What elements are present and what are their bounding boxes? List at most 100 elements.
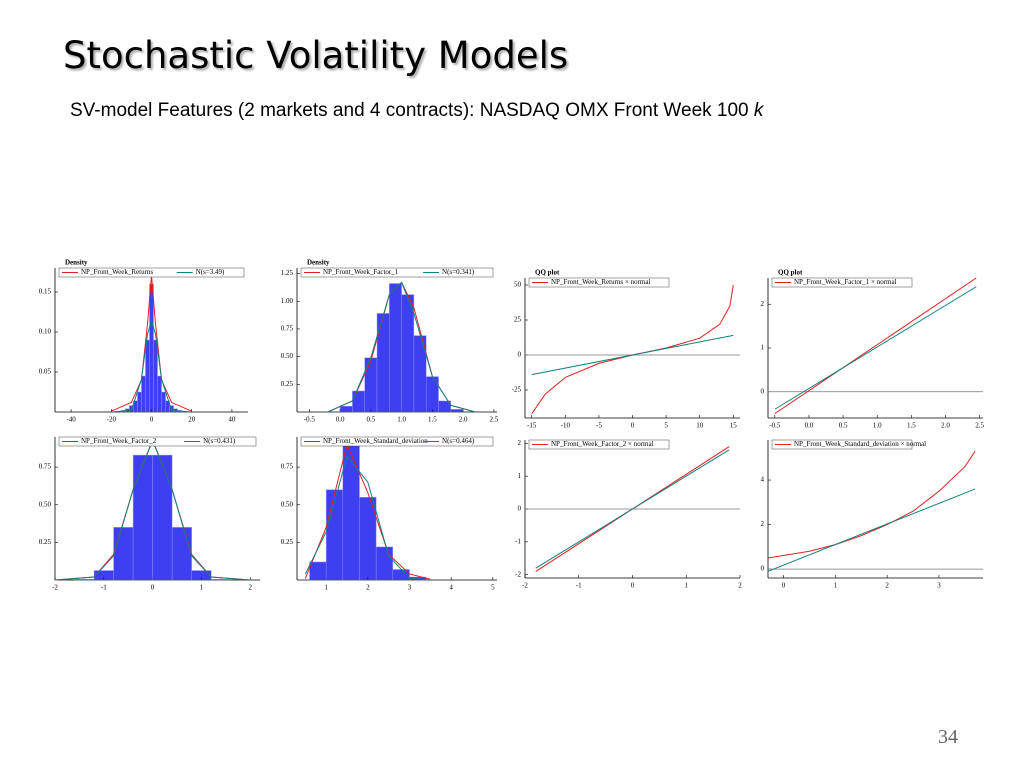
- histogram-bar: [191, 570, 212, 581]
- x-tick-label: 10: [696, 422, 704, 430]
- x-tick-label: 1.5: [428, 416, 437, 424]
- legend-label: NP_Front_Week_Standard_deviation × norma…: [794, 440, 926, 448]
- legend-box: [528, 439, 670, 450]
- histogram-bar: [93, 570, 114, 581]
- x-tick-label: 2.0: [459, 416, 468, 424]
- x-tick-label: -1: [576, 582, 582, 590]
- histogram-bar: [309, 561, 327, 581]
- y-tick-label: 2: [761, 300, 765, 308]
- y-tick-label: 0.05: [39, 368, 52, 376]
- x-tick-label: 2: [366, 584, 370, 592]
- series-line: [767, 488, 976, 572]
- legend-label: N(s=0.431): [203, 437, 236, 445]
- legend-box: [771, 277, 913, 288]
- histogram-bar: [157, 375, 162, 413]
- chart-title: QQ plot: [535, 269, 560, 277]
- y-tick-label: -2: [515, 570, 521, 578]
- y-tick-label: 0.25: [281, 538, 294, 546]
- histogram-bar: [161, 391, 166, 413]
- x-tick-label: 5: [664, 422, 668, 430]
- y-tick-label: 0.75: [281, 325, 294, 333]
- histogram-bar: [152, 454, 173, 581]
- histogram-bar: [145, 339, 150, 413]
- x-tick-label: 3: [937, 582, 941, 590]
- histogram-bar: [210, 578, 231, 581]
- x-tick-label: 0: [631, 422, 635, 430]
- histogram-bar: [137, 391, 142, 413]
- y-tick-label: 0.25: [39, 538, 52, 546]
- y-tick-label: 0: [518, 351, 522, 359]
- x-tick-label: 2: [885, 582, 889, 590]
- series-line: [304, 442, 431, 580]
- histogram-bar: [450, 409, 464, 413]
- legend-box: [300, 436, 494, 447]
- legend-label: NP_Front_Week_Returns: [81, 268, 153, 276]
- y-tick-label: 0.75: [39, 463, 52, 471]
- y-tick-label: 0: [761, 387, 765, 395]
- y-tick-label: -25: [512, 386, 522, 394]
- series-line: [774, 277, 977, 415]
- legend-label: NP_Front_Week_Factor_1 × normal: [794, 278, 897, 286]
- histogram-bar: [376, 313, 390, 413]
- x-tick-label: 1: [685, 582, 689, 590]
- y-tick-label: 1.00: [281, 297, 294, 305]
- legend-label: NP_Front_Week_Returns × normal: [551, 278, 650, 286]
- histogram-bar: [113, 527, 134, 581]
- x-tick-label: 20: [188, 416, 196, 424]
- slide-subtitle: SV-model Features (2 markets and 4 contr…: [70, 100, 763, 122]
- series-line: [531, 334, 734, 376]
- histogram-bar: [352, 390, 365, 413]
- x-tick-label: 1.0: [873, 422, 882, 430]
- y-tick-label: 1.25: [281, 269, 294, 277]
- chart-title: QQ plot: [778, 269, 803, 277]
- x-tick-label: 1: [200, 584, 204, 592]
- series-line: [774, 286, 977, 410]
- x-tick-label: 0: [150, 416, 154, 424]
- histogram-bar: [339, 405, 353, 413]
- x-tick-label: 0: [151, 584, 155, 592]
- y-tick-label: 0.10: [39, 328, 52, 336]
- histogram-bar: [438, 400, 452, 413]
- legend-box: [58, 436, 257, 447]
- y-tick-label: 0.25: [281, 380, 294, 388]
- x-tick-label: -0.5: [304, 416, 316, 424]
- histogram-bar: [149, 283, 154, 413]
- x-tick-label: 2.5: [490, 416, 499, 424]
- chart-title: Density: [65, 259, 88, 267]
- x-tick-label: -15: [527, 422, 537, 430]
- y-tick-label: 2: [518, 439, 522, 447]
- histogram-bar: [375, 546, 394, 581]
- page-number: 34: [938, 726, 958, 748]
- x-tick-label: 4: [449, 584, 453, 592]
- legend-label: NP_Front_Week_Factor_1: [323, 268, 399, 276]
- y-tick-label: 0.50: [39, 500, 52, 508]
- x-tick-label: -20: [107, 416, 117, 424]
- x-tick-label: 2: [248, 584, 252, 592]
- x-tick-label: 1.5: [907, 422, 916, 430]
- x-tick-label: 0.5: [366, 416, 375, 424]
- y-tick-label: 0.15: [39, 288, 52, 296]
- y-tick-label: 50: [514, 281, 522, 289]
- x-tick-label: 40: [228, 416, 236, 424]
- y-tick-label: 0.50: [281, 352, 294, 360]
- x-tick-label: 1: [834, 582, 838, 590]
- series-line: [111, 319, 192, 413]
- x-tick-label: 1: [324, 584, 328, 592]
- series-line: [531, 284, 734, 415]
- histogram-bar: [425, 376, 439, 413]
- x-tick-label: -0.5: [769, 422, 781, 430]
- histogram-bar: [132, 454, 153, 581]
- x-tick-label: -1: [101, 584, 107, 592]
- x-tick-label: 0: [631, 582, 635, 590]
- legend-box: [771, 439, 913, 450]
- x-tick-label: 1.0: [397, 416, 406, 424]
- histogram-bar: [74, 578, 95, 581]
- histogram-bar: [342, 444, 360, 581]
- legend-box: [528, 277, 670, 288]
- legend-label: NP_Front_Week_Factor_2: [81, 437, 157, 445]
- legend-label: N(s=3.49): [196, 268, 225, 276]
- y-tick-label: 0.75: [281, 463, 294, 471]
- y-tick-label: 0: [761, 565, 765, 573]
